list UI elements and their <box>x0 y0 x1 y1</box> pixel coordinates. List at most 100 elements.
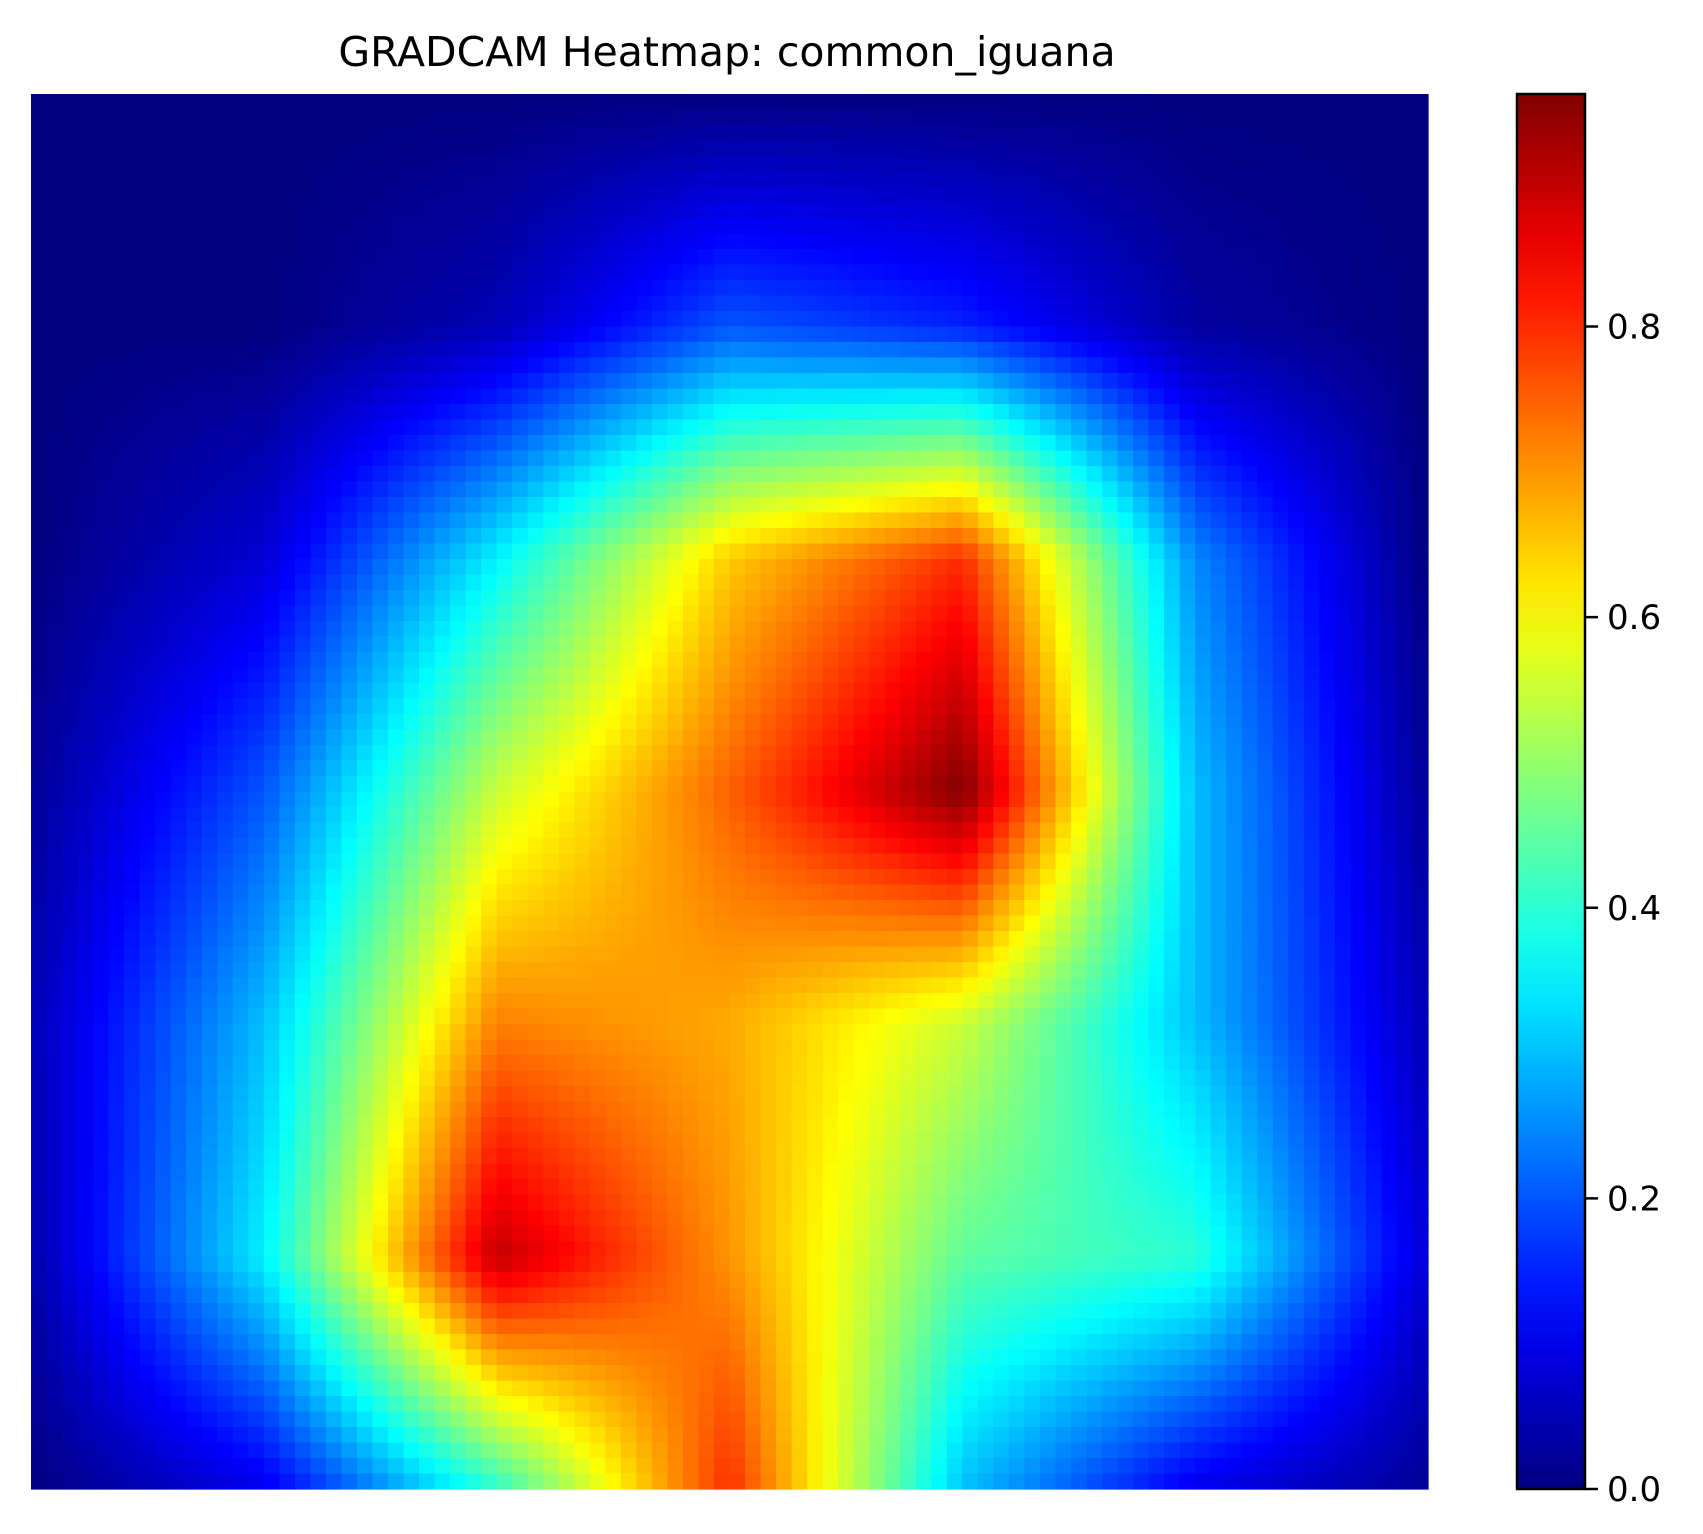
heatmap-cell <box>232 559 249 576</box>
heatmap-cell <box>869 419 886 436</box>
heatmap-cell <box>46 760 63 777</box>
heatmap-cell <box>1024 698 1041 715</box>
heatmap-cell <box>1288 869 1305 886</box>
heatmap-cell <box>589 543 606 560</box>
heatmap-cell <box>1210 574 1227 591</box>
heatmap-cell <box>1365 900 1383 917</box>
heatmap-cell <box>1257 187 1274 204</box>
heatmap-cell <box>248 605 265 622</box>
heatmap-cell <box>962 373 979 390</box>
heatmap-cell <box>46 822 63 839</box>
heatmap-cell <box>1334 280 1351 297</box>
heatmap-cell <box>993 900 1010 917</box>
heatmap-cell <box>1210 900 1227 917</box>
heatmap-cell <box>248 652 265 669</box>
heatmap-cell <box>124 218 141 235</box>
heatmap-cell <box>791 249 808 266</box>
heatmap-cell <box>729 760 746 777</box>
heatmap-cell <box>496 822 513 839</box>
heatmap-cell <box>791 869 808 886</box>
heatmap-cell <box>527 574 544 591</box>
heatmap-cell <box>372 140 389 157</box>
heatmap-cell <box>1039 590 1057 607</box>
heatmap-cell <box>543 388 560 405</box>
heatmap-cell <box>1133 791 1150 808</box>
heatmap-cell <box>574 698 591 715</box>
heatmap-cell <box>465 838 482 855</box>
heatmap-cell <box>1241 838 1258 855</box>
heatmap-cell <box>1226 543 1243 560</box>
heatmap-cell <box>170 590 187 607</box>
heatmap-cell <box>465 791 482 808</box>
heatmap-cell <box>481 218 498 235</box>
heatmap-cell <box>1241 109 1258 126</box>
heatmap-cell <box>419 419 436 436</box>
heatmap-cell <box>760 373 777 390</box>
heatmap-cell <box>977 497 994 514</box>
heatmap-cell <box>481 404 498 421</box>
heatmap-cell <box>186 698 203 715</box>
heatmap-cell <box>1334 884 1351 901</box>
heatmap-cell <box>900 574 917 591</box>
heatmap-cell <box>1396 822 1414 839</box>
heatmap-cell <box>1334 326 1351 343</box>
heatmap-cell <box>977 900 994 917</box>
heatmap-cell <box>1319 574 1336 591</box>
heatmap-cell <box>791 683 808 700</box>
heatmap-cell <box>729 404 746 421</box>
heatmap-cell <box>201 466 218 483</box>
heatmap-cell <box>1350 357 1367 374</box>
heatmap-cell <box>1319 388 1336 405</box>
heatmap-cell <box>1334 776 1351 793</box>
heatmap-cell <box>900 512 917 529</box>
heatmap-cell <box>372 791 389 808</box>
heatmap-cell <box>294 745 311 762</box>
heatmap-cell <box>186 621 203 638</box>
heatmap-cell <box>1024 264 1041 281</box>
heatmap-cell <box>543 621 560 638</box>
heatmap-cell <box>1272 621 1289 638</box>
heatmap-cell <box>1365 388 1383 405</box>
heatmap-cell <box>822 838 839 855</box>
heatmap-cell <box>1334 683 1351 700</box>
heatmap-cell <box>62 466 79 483</box>
heatmap-cell <box>93 218 110 235</box>
heatmap-cell <box>77 667 94 684</box>
heatmap-cell <box>636 419 653 436</box>
heatmap-cell <box>248 838 265 855</box>
heatmap-cell <box>1102 698 1119 715</box>
heatmap-cell <box>496 652 513 669</box>
heatmap-cell <box>807 94 824 111</box>
heatmap-cell <box>341 512 358 529</box>
heatmap-cell <box>776 884 793 901</box>
heatmap-cell <box>915 745 932 762</box>
heatmap-cell <box>884 729 901 746</box>
heatmap-cell <box>512 156 529 173</box>
heatmap-cell <box>1381 187 1398 204</box>
heatmap-cell <box>605 295 622 312</box>
heatmap-cell <box>558 946 575 963</box>
heatmap-cell <box>1055 869 1072 886</box>
heatmap-cell <box>853 528 870 545</box>
heatmap-cell <box>77 295 94 312</box>
heatmap-cell <box>279 187 296 204</box>
heatmap-cell <box>1102 760 1119 777</box>
heatmap-cell <box>155 559 172 576</box>
heatmap-cell <box>263 528 280 545</box>
heatmap-cell <box>1226 311 1243 328</box>
heatmap-cell <box>1086 264 1103 281</box>
heatmap-cell <box>1179 590 1196 607</box>
heatmap-cell <box>1210 512 1227 529</box>
heatmap-cell <box>838 373 855 390</box>
heatmap-cell <box>729 311 746 328</box>
heatmap-cell <box>884 357 901 374</box>
heatmap-cell <box>1195 171 1212 188</box>
heatmap-cell <box>139 497 156 514</box>
heatmap-cell <box>1381 373 1398 390</box>
heatmap-cell <box>434 280 451 297</box>
heatmap-cell <box>186 791 203 808</box>
heatmap-cell <box>419 714 436 731</box>
heatmap-cell <box>962 218 979 235</box>
heatmap-cell <box>791 745 808 762</box>
heatmap-cell <box>946 280 963 297</box>
